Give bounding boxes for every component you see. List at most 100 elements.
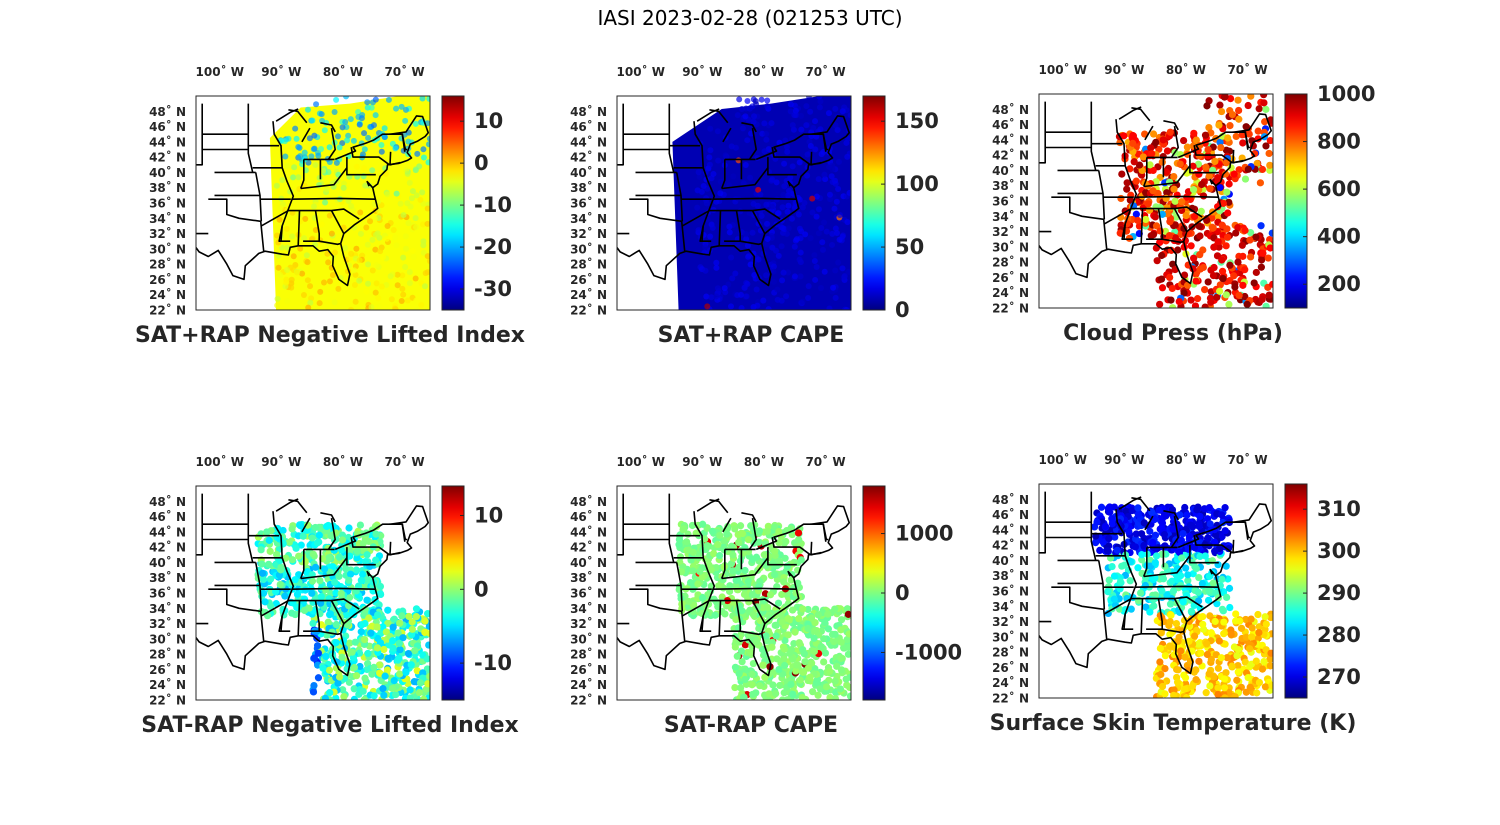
data-point (294, 269, 301, 276)
data-point (695, 169, 702, 176)
data-point (1108, 520, 1116, 528)
state-borders (196, 103, 429, 287)
data-point (1220, 675, 1229, 683)
data-point (796, 256, 803, 263)
lat-tick-label: 42˚ N (570, 540, 607, 555)
data-point (393, 190, 400, 197)
data-point (420, 249, 427, 256)
data-point (832, 267, 839, 274)
data-point (715, 157, 722, 164)
data-point (763, 527, 771, 535)
data-point (1261, 683, 1270, 691)
data-point (1232, 610, 1240, 618)
data-point (377, 590, 385, 599)
data-point (798, 228, 805, 235)
data-point (799, 204, 806, 211)
data-point (727, 542, 736, 550)
border-line (1142, 547, 1148, 577)
data-point (331, 299, 338, 306)
data-point (424, 253, 430, 260)
data-point (781, 554, 789, 562)
lat-tick-label: 34˚ N (570, 211, 607, 226)
data-point (1217, 654, 1226, 662)
data-point (722, 152, 729, 159)
data-point (774, 286, 781, 293)
data-point (1205, 572, 1213, 581)
border-line (1173, 598, 1188, 622)
data-point (321, 586, 330, 594)
data-point (1233, 676, 1241, 684)
data-point (1198, 579, 1206, 588)
data-point (1140, 519, 1148, 527)
data-point (835, 158, 842, 165)
data-point (313, 539, 322, 547)
data-point (795, 536, 803, 544)
panel-title: SAT-RAP CAPE (664, 713, 838, 738)
border-line (1134, 195, 1219, 198)
data-point (335, 673, 344, 681)
data-point (1217, 107, 1226, 116)
data-point (1170, 691, 1178, 698)
map-plot: SAT+RAP Negative Lifted Index 100˚ W 90˚ W… (135, 64, 525, 348)
data-point (763, 201, 770, 208)
data-point (703, 541, 711, 550)
data-point (335, 553, 344, 561)
border-line (196, 103, 203, 166)
data-point (344, 137, 351, 144)
data-point (702, 267, 709, 274)
border-line (1140, 208, 1144, 244)
data-point (736, 96, 743, 103)
data-point (321, 694, 329, 700)
data-point (1222, 562, 1230, 570)
data-point (1160, 531, 1169, 539)
data-point (748, 590, 756, 599)
data-point (764, 103, 771, 110)
data-point (1224, 134, 1232, 142)
lat-tick-label: 30˚ N (149, 241, 186, 256)
data-point (775, 527, 783, 536)
state-borders (1039, 101, 1272, 285)
data-point (698, 594, 707, 602)
data-point (406, 694, 414, 700)
data-point (1215, 121, 1223, 129)
data-point (1223, 593, 1231, 601)
data-point (373, 280, 380, 287)
data-point (755, 527, 764, 535)
data-point (1221, 170, 1230, 178)
data-point (1235, 291, 1243, 299)
data-point (282, 554, 290, 562)
lat-tick-label: 32˚ N (149, 226, 186, 241)
data-point (792, 667, 800, 675)
data-point (1195, 522, 1203, 530)
data-point (1163, 147, 1172, 155)
data-point (296, 522, 305, 530)
lat-tick-label: 24˚ N (992, 675, 1029, 690)
data-point (1116, 578, 1125, 586)
data-point (1101, 522, 1110, 530)
data-point (1158, 587, 1166, 595)
data-point (307, 299, 314, 306)
data-point (1125, 528, 1133, 536)
lat-tick-label: 46˚ N (149, 119, 186, 134)
data-point (717, 190, 724, 197)
data-point (1225, 300, 1233, 308)
data-point (356, 521, 365, 529)
data-point (1152, 552, 1161, 560)
data-point (1235, 115, 1243, 123)
border-line (822, 524, 827, 542)
data-point (285, 538, 293, 546)
state-borders (617, 103, 850, 287)
border-line (320, 512, 336, 523)
colorbar (1284, 93, 1308, 309)
data-point (1223, 188, 1231, 196)
data-point (716, 551, 724, 560)
data-point (729, 275, 736, 282)
data-point (1176, 572, 1185, 580)
data-point (1246, 236, 1254, 244)
data-point (832, 225, 839, 232)
data-point (327, 532, 335, 540)
border-line (1142, 157, 1148, 187)
colorbar-tick-label: 150 (895, 109, 939, 133)
lon-tick-label: 100˚ W (1039, 62, 1087, 77)
data-point (734, 563, 743, 572)
